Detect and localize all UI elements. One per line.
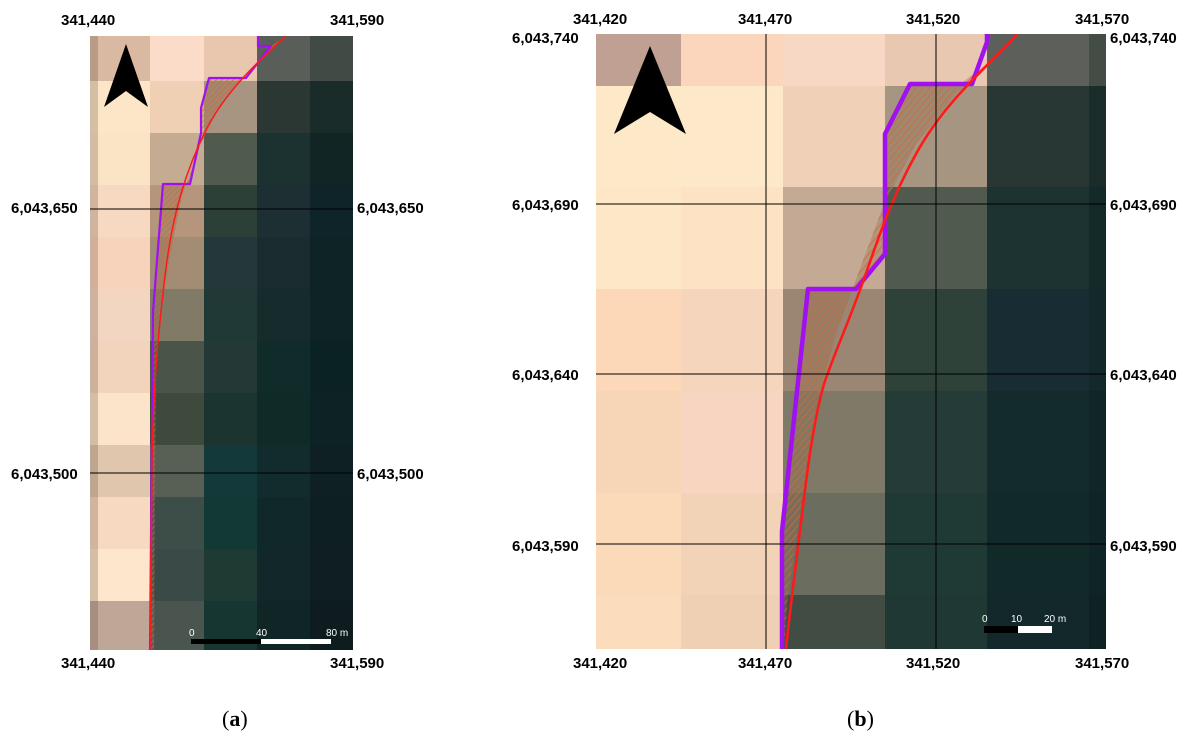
map-a-raster: 0 40 80 m (90, 36, 353, 650)
x-top-label: 341,470 (738, 11, 793, 28)
purple-boundary-line (779, 34, 990, 649)
scale-label-1: 10 (1011, 614, 1023, 625)
x-bottom-label: 341,570 (1075, 655, 1130, 672)
y-right-label: 6,043,590 (1110, 538, 1177, 555)
y-right-label: 6,043,740 (1110, 30, 1177, 47)
scale-label-0: 0 (982, 614, 988, 625)
x-bottom-label: 341,520 (906, 655, 961, 672)
caption-a: (a) (222, 706, 248, 731)
scale-label-1: 40 (256, 628, 268, 639)
y-left-label: 6,043,690 (512, 197, 579, 214)
y-left-label: 6,043,740 (512, 30, 579, 47)
x-bottom-label: 341,440 (61, 655, 116, 672)
scale-label-2: 80 m (326, 628, 348, 639)
north-arrow-icon (614, 46, 686, 134)
x-top-label: 341,570 (1075, 11, 1130, 28)
x-bottom-label: 341,590 (330, 655, 385, 672)
x-top-label: 341,440 (61, 12, 116, 29)
y-left-label: 6,043,640 (512, 367, 579, 384)
map-b-raster: 0 10 20 m (596, 34, 1106, 649)
difference-area (150, 36, 286, 650)
y-left-label: 6,043,500 (11, 466, 78, 483)
y-left-label: 6,043,590 (512, 538, 579, 555)
red-boundary-line (784, 34, 1018, 649)
y-right-label: 6,043,650 (357, 200, 424, 217)
x-bottom-label: 341,420 (573, 655, 628, 672)
x-top-label: 341,590 (330, 12, 385, 29)
y-left-label: 6,043,650 (11, 200, 78, 217)
scale-bar: 0 10 20 m (982, 614, 1066, 633)
scale-label-2: 20 m (1044, 614, 1066, 625)
x-bottom-label: 341,470 (738, 655, 793, 672)
red-boundary-line (149, 36, 287, 650)
y-right-label: 6,043,690 (1110, 197, 1177, 214)
y-right-label: 6,043,500 (357, 466, 424, 483)
scale-bar: 0 40 80 m (189, 628, 348, 644)
scale-label-0: 0 (189, 628, 195, 639)
difference-area (782, 34, 1017, 649)
north-arrow-icon (104, 44, 148, 107)
y-right-label: 6,043,640 (1110, 367, 1177, 384)
x-top-label: 341,420 (573, 11, 628, 28)
caption-b: (b) (847, 706, 874, 731)
x-top-label: 341,520 (906, 11, 961, 28)
purple-boundary-line (148, 36, 273, 650)
